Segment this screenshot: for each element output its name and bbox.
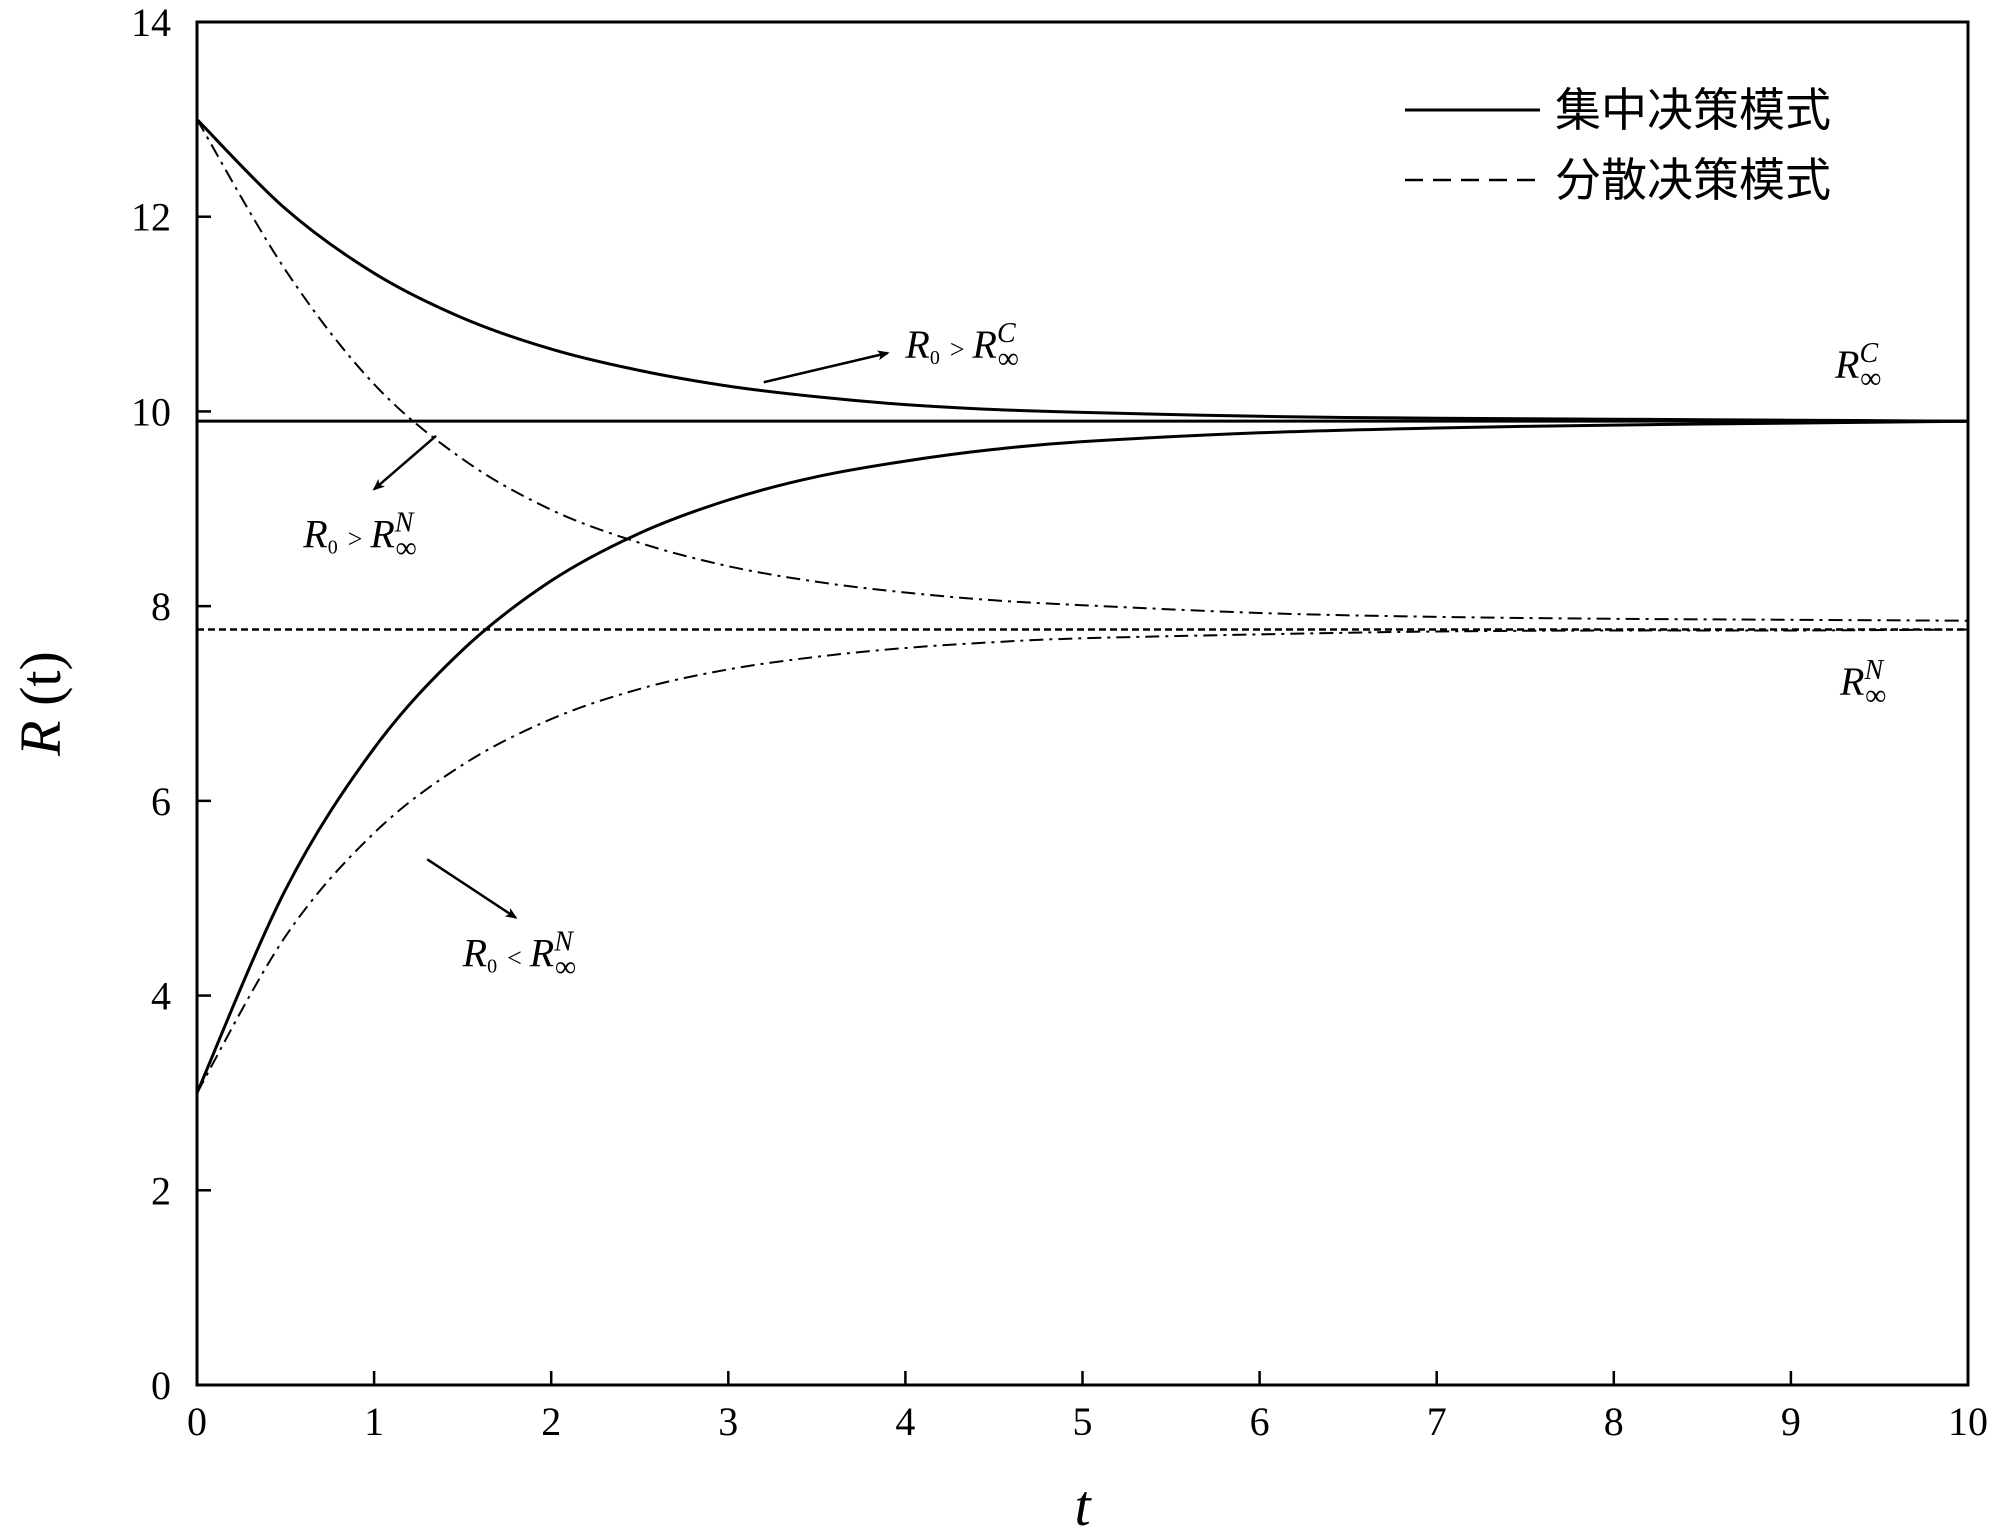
- x-tick-label: 7: [1427, 1399, 1447, 1444]
- y-tick-label: 0: [151, 1363, 171, 1408]
- anno-operator: <: [507, 943, 522, 972]
- r-subscript: ∞: [1860, 362, 1881, 395]
- series-line-dash-dot-3: [196, 628, 1969, 1094]
- x-tick-label: 0: [187, 1399, 207, 1444]
- y-axis-title: R (t): [8, 651, 73, 757]
- y-tick-label: 14: [131, 0, 171, 45]
- anno-r: R: [462, 930, 487, 975]
- reference-line-labels: RC ∞RN ∞: [1834, 338, 1887, 712]
- anno-rinf-sub: ∞: [555, 950, 576, 983]
- anno-operator: >: [348, 525, 363, 554]
- annotation-arrow: [372, 434, 437, 491]
- annotations: R0 > RC ∞R0 > RN ∞R0 < RN ∞: [302, 318, 1019, 983]
- annotation-label: R0 > RN ∞: [302, 508, 417, 565]
- annotation-label: R0 > RC ∞: [904, 318, 1019, 375]
- plot-frame: [195, 20, 1970, 1387]
- y-axis-title-italic: R: [8, 720, 73, 756]
- series-line-dash-dot-2: [196, 118, 1969, 622]
- legend: 集中决策模式 分散决策模式: [1405, 83, 1831, 207]
- legend-label-decentralized: 分散决策模式: [1555, 153, 1831, 207]
- y-tick-label: 8: [151, 584, 171, 629]
- anno-r-sub: 0: [930, 347, 940, 369]
- anno-r: R: [302, 512, 327, 557]
- r-infinity-label: RN ∞: [1839, 655, 1887, 712]
- series-line-solid-1: [195, 419, 1969, 1094]
- anno-rinf: R: [529, 930, 554, 975]
- anno-rinf-sub: ∞: [998, 342, 1019, 375]
- anno-rinf-sup: N: [394, 508, 415, 539]
- reference-lines: [197, 419, 1968, 631]
- x-tick-label: 2: [541, 1399, 561, 1444]
- r-superscript: C: [1859, 338, 1878, 369]
- annotation-arrow: [763, 350, 890, 384]
- annotation-arrow: [426, 858, 518, 919]
- x-tick-label: 8: [1604, 1399, 1624, 1444]
- anno-rinf-sup: N: [553, 926, 574, 957]
- y-tick-label: 4: [151, 974, 171, 1019]
- y-tick-label: 10: [131, 389, 171, 434]
- x-tick-label: 1: [364, 1399, 384, 1444]
- y-tick-label: 6: [151, 779, 171, 824]
- r-base: R: [1834, 342, 1859, 387]
- anno-operator: >: [950, 335, 965, 364]
- anno-r-sub: 0: [487, 955, 497, 977]
- annotation-label: R0 < RN ∞: [462, 926, 577, 983]
- anno-r-sub: 0: [328, 537, 338, 559]
- anno-rinf-sub: ∞: [395, 532, 416, 565]
- y-tick-label: 2: [151, 1168, 171, 1213]
- anno-rinf: R: [369, 512, 394, 557]
- series-line-solid-0: [195, 118, 1969, 423]
- x-axis-title: t: [1074, 1473, 1092, 1535]
- anno-r: R: [904, 322, 929, 367]
- y-tick-label: 12: [131, 195, 171, 240]
- x-tick-label: 5: [1073, 1399, 1093, 1444]
- x-tick-label: 9: [1781, 1399, 1801, 1444]
- x-tick-label: 10: [1948, 1399, 1988, 1444]
- x-tick-label: 3: [718, 1399, 738, 1444]
- anno-rinf-sup: C: [997, 318, 1016, 349]
- anno-rinf: R: [972, 322, 997, 367]
- r-base: R: [1839, 659, 1864, 704]
- series-layer: [195, 118, 1969, 1094]
- r-subscript: ∞: [1865, 679, 1886, 712]
- legend-label-centralized: 集中决策模式: [1555, 83, 1831, 137]
- y-axis-title-rest: (t): [8, 651, 73, 720]
- x-tick-label: 4: [895, 1399, 915, 1444]
- r-superscript: N: [1863, 655, 1884, 686]
- r-infinity-label: RC ∞: [1834, 338, 1882, 395]
- axes: [195, 20, 1970, 1387]
- x-tick-label: 6: [1250, 1399, 1270, 1444]
